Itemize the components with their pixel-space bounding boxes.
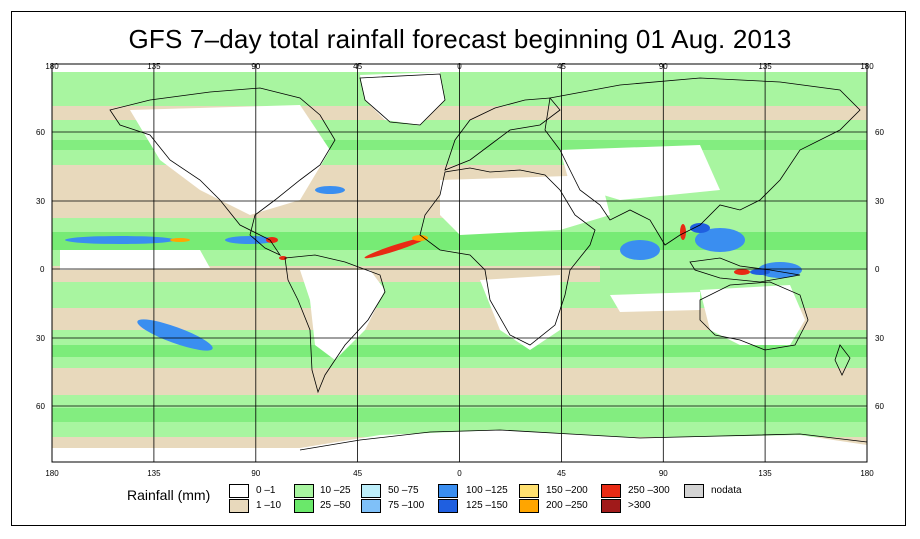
- lon-label: 180: [45, 469, 59, 478]
- lat-label: 0: [40, 265, 45, 274]
- lat-label: 30: [36, 334, 45, 343]
- lat-label: 30: [875, 334, 884, 343]
- page-title: GFS 7–day total rainfall forecast beginn…: [128, 24, 792, 54]
- coastlines: [109, 73, 867, 451]
- lon-label: 135: [758, 469, 772, 478]
- lon-label: 135: [758, 62, 772, 71]
- lat-label: 0: [875, 265, 880, 274]
- lon-labels-top: 180 135 90 45 0 45 90 135 180: [45, 62, 874, 71]
- rain-heavy-blue: [65, 186, 802, 351]
- lat-labels-right: 60 30 0 30 60: [875, 128, 884, 411]
- lat-label: 30: [36, 197, 45, 206]
- lon-label: 90: [659, 469, 668, 478]
- lon-label: 45: [557, 62, 566, 71]
- lon-label: 90: [251, 469, 260, 478]
- graticule: [52, 64, 867, 462]
- lon-label: 45: [353, 469, 362, 478]
- lon-label: 45: [353, 62, 362, 71]
- lon-label: 0: [457, 469, 462, 478]
- lon-label: 180: [860, 469, 874, 478]
- lon-label: 90: [251, 62, 260, 71]
- map-border: [51, 63, 868, 463]
- lon-label: 180: [860, 62, 874, 71]
- lon-labels-bottom: 180 135 90 45 0 45 90 135 180: [45, 469, 874, 478]
- map-frame: [11, 11, 906, 526]
- lat-label: 60: [875, 402, 884, 411]
- rain-extreme: [170, 224, 750, 275]
- lat-label: 60: [36, 402, 45, 411]
- lat-labels-left: 60 30 0 30 60: [36, 128, 45, 411]
- lon-label: 45: [557, 469, 566, 478]
- lon-label: 180: [45, 62, 59, 71]
- lon-label: 90: [659, 62, 668, 71]
- lon-label: 135: [147, 62, 161, 71]
- lat-label: 60: [36, 128, 45, 137]
- lon-label: 135: [147, 469, 161, 478]
- lat-label: 30: [875, 197, 884, 206]
- lon-label: 0: [457, 62, 462, 71]
- lat-label: 60: [875, 128, 884, 137]
